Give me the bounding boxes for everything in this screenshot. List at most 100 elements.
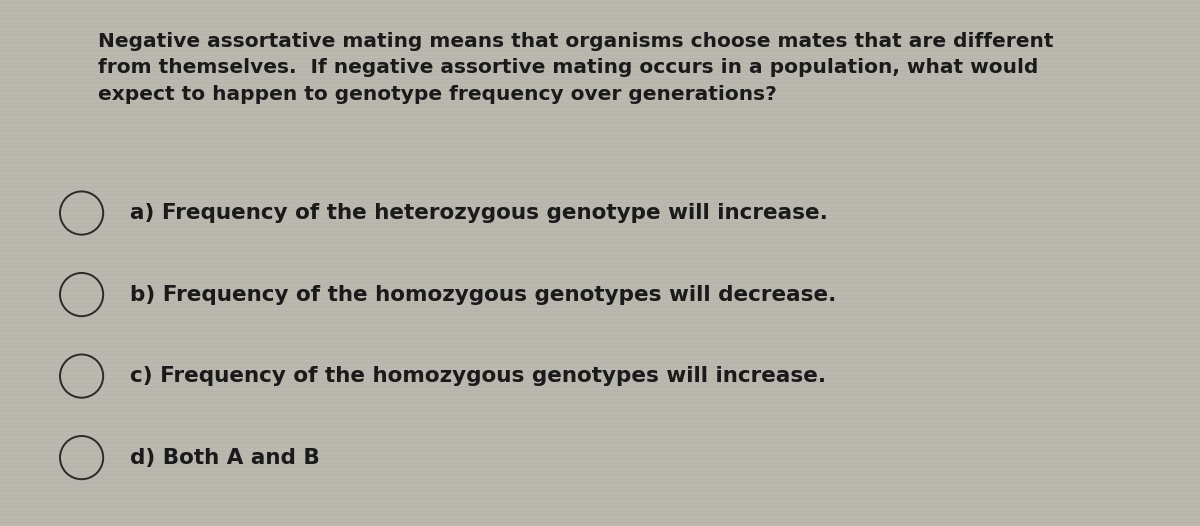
FancyBboxPatch shape: [0, 504, 1200, 506]
FancyBboxPatch shape: [0, 224, 1200, 226]
FancyBboxPatch shape: [0, 440, 1200, 442]
Text: a) Frequency of the heterozygous genotype will increase.: a) Frequency of the heterozygous genotyp…: [130, 203, 828, 223]
FancyBboxPatch shape: [0, 144, 1200, 146]
FancyBboxPatch shape: [0, 280, 1200, 282]
FancyBboxPatch shape: [0, 284, 1200, 286]
FancyBboxPatch shape: [0, 176, 1200, 178]
FancyBboxPatch shape: [0, 456, 1200, 458]
FancyBboxPatch shape: [0, 32, 1200, 34]
FancyBboxPatch shape: [0, 360, 1200, 362]
FancyBboxPatch shape: [0, 44, 1200, 46]
FancyBboxPatch shape: [0, 404, 1200, 406]
FancyBboxPatch shape: [0, 320, 1200, 322]
FancyBboxPatch shape: [0, 164, 1200, 166]
FancyBboxPatch shape: [0, 480, 1200, 482]
FancyBboxPatch shape: [0, 124, 1200, 126]
FancyBboxPatch shape: [0, 492, 1200, 494]
FancyBboxPatch shape: [0, 524, 1200, 526]
FancyBboxPatch shape: [0, 104, 1200, 106]
FancyBboxPatch shape: [0, 140, 1200, 142]
FancyBboxPatch shape: [0, 308, 1200, 310]
FancyBboxPatch shape: [0, 60, 1200, 62]
FancyBboxPatch shape: [0, 136, 1200, 138]
FancyBboxPatch shape: [0, 344, 1200, 346]
FancyBboxPatch shape: [0, 244, 1200, 246]
FancyBboxPatch shape: [0, 172, 1200, 174]
FancyBboxPatch shape: [0, 428, 1200, 430]
FancyBboxPatch shape: [0, 288, 1200, 290]
FancyBboxPatch shape: [0, 4, 1200, 6]
FancyBboxPatch shape: [0, 148, 1200, 150]
FancyBboxPatch shape: [0, 120, 1200, 122]
FancyBboxPatch shape: [0, 108, 1200, 110]
FancyBboxPatch shape: [0, 80, 1200, 82]
FancyBboxPatch shape: [0, 496, 1200, 498]
FancyBboxPatch shape: [0, 156, 1200, 158]
FancyBboxPatch shape: [0, 256, 1200, 258]
FancyBboxPatch shape: [0, 460, 1200, 462]
FancyBboxPatch shape: [0, 260, 1200, 262]
FancyBboxPatch shape: [0, 372, 1200, 374]
FancyBboxPatch shape: [0, 416, 1200, 418]
FancyBboxPatch shape: [0, 392, 1200, 394]
FancyBboxPatch shape: [0, 116, 1200, 118]
FancyBboxPatch shape: [0, 128, 1200, 130]
FancyBboxPatch shape: [0, 40, 1200, 42]
FancyBboxPatch shape: [0, 272, 1200, 274]
FancyBboxPatch shape: [0, 76, 1200, 78]
FancyBboxPatch shape: [0, 412, 1200, 414]
FancyBboxPatch shape: [0, 100, 1200, 102]
FancyBboxPatch shape: [0, 396, 1200, 398]
FancyBboxPatch shape: [0, 8, 1200, 10]
FancyBboxPatch shape: [0, 336, 1200, 338]
FancyBboxPatch shape: [0, 232, 1200, 234]
FancyBboxPatch shape: [0, 68, 1200, 70]
FancyBboxPatch shape: [0, 388, 1200, 390]
FancyBboxPatch shape: [0, 0, 1200, 2]
FancyBboxPatch shape: [0, 400, 1200, 402]
FancyBboxPatch shape: [0, 84, 1200, 86]
FancyBboxPatch shape: [0, 452, 1200, 454]
FancyBboxPatch shape: [0, 512, 1200, 514]
FancyBboxPatch shape: [0, 160, 1200, 162]
Text: d) Both A and B: d) Both A and B: [130, 448, 319, 468]
FancyBboxPatch shape: [0, 240, 1200, 242]
FancyBboxPatch shape: [0, 28, 1200, 30]
FancyBboxPatch shape: [0, 204, 1200, 206]
FancyBboxPatch shape: [0, 448, 1200, 450]
FancyBboxPatch shape: [0, 168, 1200, 170]
FancyBboxPatch shape: [0, 380, 1200, 382]
FancyBboxPatch shape: [0, 36, 1200, 38]
FancyBboxPatch shape: [0, 200, 1200, 202]
FancyBboxPatch shape: [0, 520, 1200, 522]
FancyBboxPatch shape: [0, 192, 1200, 194]
FancyBboxPatch shape: [0, 500, 1200, 502]
FancyBboxPatch shape: [0, 252, 1200, 254]
FancyBboxPatch shape: [0, 408, 1200, 410]
FancyBboxPatch shape: [0, 364, 1200, 366]
FancyBboxPatch shape: [0, 376, 1200, 378]
FancyBboxPatch shape: [0, 348, 1200, 350]
FancyBboxPatch shape: [0, 184, 1200, 186]
FancyBboxPatch shape: [0, 296, 1200, 298]
FancyBboxPatch shape: [0, 484, 1200, 486]
FancyBboxPatch shape: [0, 476, 1200, 478]
FancyBboxPatch shape: [0, 432, 1200, 434]
FancyBboxPatch shape: [0, 16, 1200, 18]
FancyBboxPatch shape: [0, 332, 1200, 334]
FancyBboxPatch shape: [0, 316, 1200, 318]
FancyBboxPatch shape: [0, 324, 1200, 326]
FancyBboxPatch shape: [0, 352, 1200, 354]
FancyBboxPatch shape: [0, 132, 1200, 134]
FancyBboxPatch shape: [0, 56, 1200, 58]
FancyBboxPatch shape: [0, 340, 1200, 342]
FancyBboxPatch shape: [0, 384, 1200, 386]
FancyBboxPatch shape: [0, 72, 1200, 74]
FancyBboxPatch shape: [0, 48, 1200, 50]
FancyBboxPatch shape: [0, 436, 1200, 438]
FancyBboxPatch shape: [0, 208, 1200, 210]
FancyBboxPatch shape: [0, 180, 1200, 182]
FancyBboxPatch shape: [0, 268, 1200, 270]
FancyBboxPatch shape: [0, 312, 1200, 314]
FancyBboxPatch shape: [0, 276, 1200, 278]
